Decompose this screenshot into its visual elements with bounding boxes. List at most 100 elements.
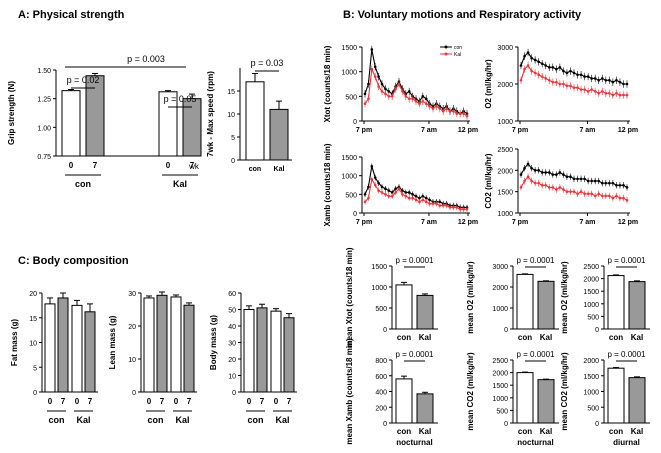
co2_time-point — [526, 162, 530, 166]
co2_time-x-tick-label: 7 am — [579, 219, 595, 226]
mco2n-bar — [516, 372, 534, 424]
xamb_time-point — [428, 198, 431, 202]
xtot_time-point — [384, 92, 387, 96]
mco2n-y-tick-label: 500 — [496, 408, 508, 415]
mco2n-y-tick-label: 2000 — [492, 371, 508, 378]
speed-y-tick-label: 0 — [231, 158, 235, 165]
mo2d-y-label: mean O2 (ml/kg/hr) — [560, 261, 569, 334]
lean-y-tick-label: 10 — [128, 357, 136, 364]
o2_time-point — [537, 60, 540, 64]
xtot_time-point — [435, 104, 438, 108]
mxamb-p-value: p = 0.0001 — [395, 350, 434, 359]
co2_time-series-con — [520, 163, 628, 188]
xtot_time-point — [363, 92, 367, 96]
mco2d-x-label: Kal — [631, 427, 643, 436]
fat-week-label: 7 — [88, 397, 93, 406]
o2_time-point — [540, 62, 544, 65]
xamb_time-point — [384, 193, 387, 196]
grip-y-tick-label: 1.50 — [37, 68, 51, 75]
body-group-label: Kal — [275, 415, 289, 425]
body-week-label: 7 — [287, 397, 292, 406]
o2_time-point — [611, 93, 615, 97]
co2_time-point — [558, 186, 562, 189]
xamb_time-point — [377, 181, 380, 185]
xtot_time-point — [431, 107, 435, 110]
co2_time-point — [562, 188, 565, 191]
co2_time-y-label: CO2 (ml/kg/hr) — [484, 153, 493, 208]
xamb_time-point — [401, 193, 404, 196]
o2_time-point — [565, 71, 569, 75]
o2_time-point — [590, 77, 593, 80]
o2_time-point — [593, 90, 597, 93]
mo2d-y-tick-label: 2000 — [583, 277, 599, 284]
xtot_time-point — [387, 90, 391, 93]
lean-group-label: con — [147, 415, 163, 425]
co2_time-point — [565, 190, 569, 193]
fat-group-label: con — [48, 415, 64, 425]
fat-bar — [44, 303, 56, 393]
xamb_time-point — [384, 187, 387, 191]
o2_time-point — [544, 77, 548, 80]
o2_time-point — [551, 80, 555, 84]
o2_time-point — [586, 75, 590, 78]
xamb_time-point — [465, 207, 469, 211]
xtot_time-point — [465, 114, 469, 118]
body-y-tick-label: 40 — [228, 324, 236, 331]
mxtot-y-tick-label: 1000 — [371, 285, 387, 292]
co2_time-point — [586, 192, 590, 196]
xamb_time-point — [441, 204, 445, 207]
mxamb-y-tick-label: 200 — [375, 405, 387, 412]
xamb_time-point — [397, 187, 401, 191]
lean-bar — [156, 294, 168, 393]
o2_time-point — [523, 54, 526, 58]
lean-y-label: Lean mass (g) — [108, 315, 117, 369]
xtot_time-point — [370, 48, 374, 51]
xtot_time-point — [404, 95, 408, 98]
xamb_time-point — [462, 207, 465, 211]
mo2n-y-tick-label: 1000 — [492, 306, 508, 313]
co2_time-y-tick-label: 2500 — [497, 147, 513, 154]
xamb_time-x-tick-label: 7 am — [421, 219, 437, 226]
panel-c-title: C: Body composition — [18, 255, 129, 267]
co2_time-point — [618, 196, 622, 200]
o2_time-x-tick-label: 12 pm — [618, 127, 638, 134]
mo2d-p-value: p = 0.0001 — [607, 256, 646, 265]
body-week-label: 0 — [274, 397, 279, 406]
o2_time-point — [558, 66, 562, 69]
o2_time-point — [583, 75, 586, 78]
co2_time-point — [597, 179, 601, 183]
xtot_time-point — [452, 109, 455, 113]
co2_time-x-tick-label: 7 pm — [512, 219, 528, 226]
o2_time-point — [572, 71, 576, 75]
xamb_time-point — [404, 191, 408, 194]
xtot_time-point — [448, 109, 452, 113]
o2_time-y-tick-label: 1000 — [497, 119, 513, 126]
o2_time-point — [555, 67, 558, 71]
grip-p-value: p = 0.05 — [164, 94, 197, 104]
co2_time-point — [593, 179, 597, 183]
o2_time-y-tick-label: 2000 — [497, 82, 513, 89]
mxamb-x-label: con — [397, 427, 411, 436]
grip-y-tick-label: 0.75 — [37, 154, 51, 161]
mxtot-p-value: p = 0.0001 — [395, 256, 434, 265]
co2_time-point — [519, 186, 523, 189]
mco2n-period-label: nocturnal — [517, 438, 553, 447]
xamb_time-point — [421, 198, 425, 202]
o2_time-point — [590, 88, 593, 91]
co2_time-point — [600, 181, 604, 185]
o2_time-x-tick-label: 7 pm — [512, 127, 528, 134]
lean-bar — [183, 304, 195, 393]
o2_time-point — [600, 90, 604, 93]
co2_time-point — [537, 169, 540, 172]
co2_time-point — [565, 175, 569, 179]
mco2d-p-value: p = 0.0001 — [607, 350, 646, 359]
co2_time-point — [555, 188, 558, 191]
xamb_time-y-tick-label: 0 — [353, 211, 357, 218]
co2_time-point — [608, 181, 611, 185]
co2_time-point — [590, 179, 593, 183]
body-bar — [256, 307, 268, 393]
o2_time-point — [608, 79, 611, 82]
speed-bar — [245, 81, 265, 161]
mo2n-p-value: p = 0.0001 — [516, 256, 555, 265]
